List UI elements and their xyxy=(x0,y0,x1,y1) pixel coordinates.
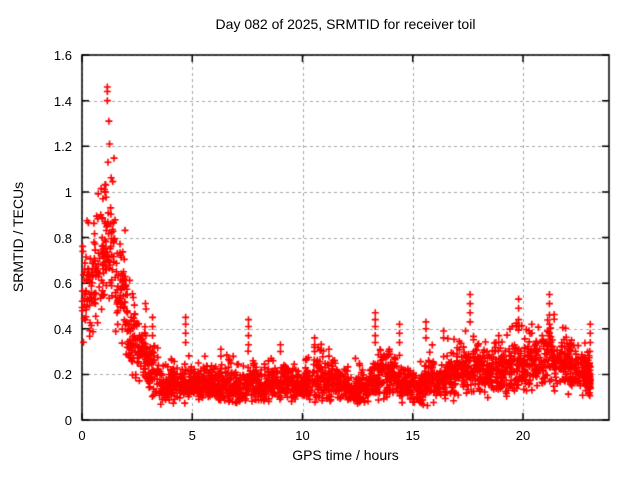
y-tick-label: 0 xyxy=(64,413,72,428)
x-tick-label: 20 xyxy=(515,428,531,443)
x-tick-label: 0 xyxy=(78,428,86,443)
y-tick-label: 0.6 xyxy=(53,276,72,292)
y-tick-label: 0.2 xyxy=(53,367,72,383)
x-tick-label: 5 xyxy=(188,428,196,443)
x-tick-label: 15 xyxy=(405,428,420,443)
y-tick-label: 1.4 xyxy=(53,93,72,109)
y-tick-label: 1.6 xyxy=(53,48,72,63)
y-tick-label: 1 xyxy=(64,184,72,200)
x-tick-label: 10 xyxy=(295,428,310,443)
y-axis-label: SRMTID / TECUs xyxy=(10,181,26,293)
y-tick-label: 0.4 xyxy=(53,321,72,337)
chart-title: Day 082 of 2025, SRMTID for receiver toi… xyxy=(215,16,476,32)
x-axis-label: GPS time / hours xyxy=(292,447,399,463)
y-tick-label: 1.2 xyxy=(53,139,72,155)
y-tick-label: 0.8 xyxy=(53,230,72,246)
